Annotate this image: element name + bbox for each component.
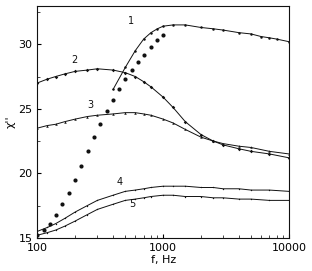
Point [60, 202, 65, 207]
Y-axis label: χ'': χ'' [6, 115, 16, 128]
Point [85, 149, 90, 154]
Point [47, 221, 52, 226]
Text: 5: 5 [129, 199, 136, 209]
Point [117, 87, 122, 92]
Point [35, 233, 40, 237]
Point [79, 163, 84, 168]
Point [66, 191, 71, 195]
Point [110, 98, 115, 102]
Point [73, 178, 78, 182]
Point [91, 135, 96, 139]
Point [154, 38, 159, 43]
Point [161, 33, 166, 37]
Point [148, 45, 153, 49]
Point [98, 122, 103, 127]
Point [41, 228, 46, 232]
Point [142, 52, 147, 57]
Text: 1: 1 [129, 16, 134, 26]
Text: 4: 4 [117, 177, 123, 187]
Text: 3: 3 [87, 100, 94, 110]
Point [123, 77, 128, 81]
Point [129, 68, 134, 72]
Point [135, 60, 140, 64]
X-axis label: f, Hz: f, Hz [150, 256, 176, 265]
Point [53, 212, 58, 217]
Point [104, 109, 109, 114]
Text: 2: 2 [71, 55, 77, 65]
